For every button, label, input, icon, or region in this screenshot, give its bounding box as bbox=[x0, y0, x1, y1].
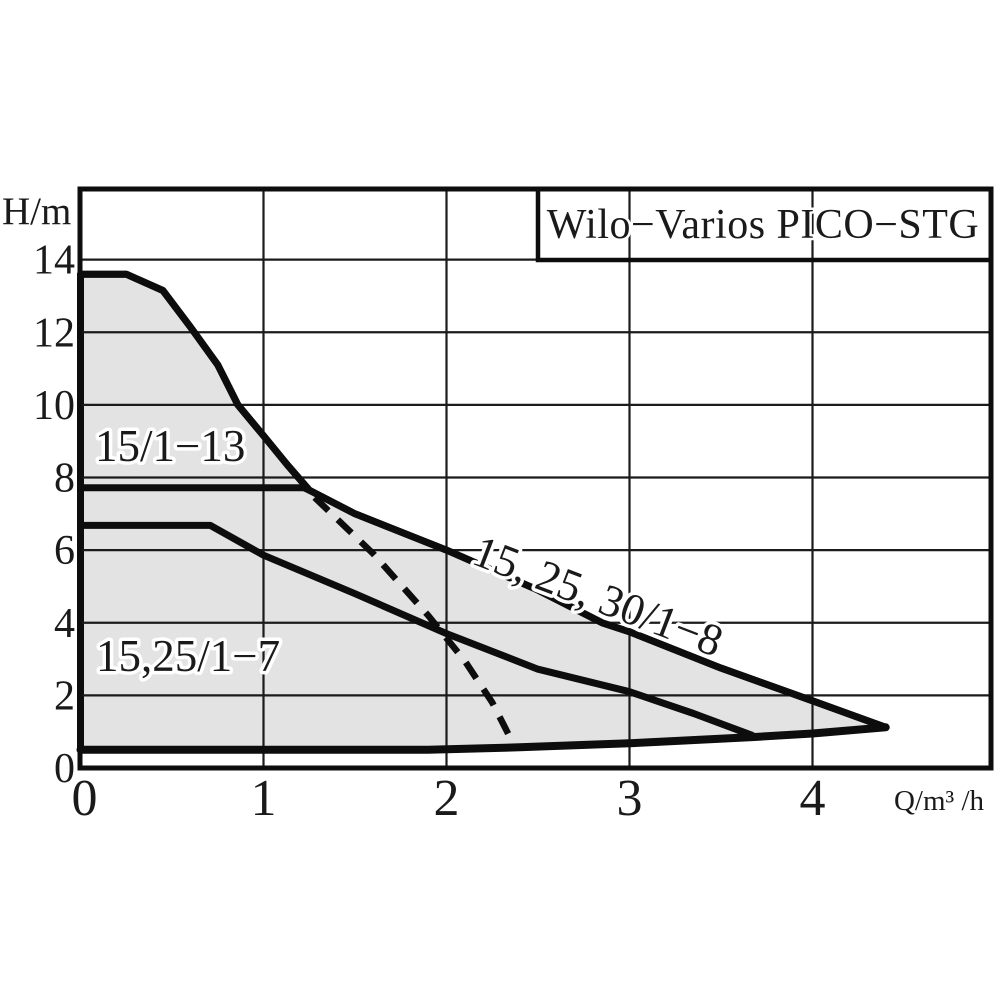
x-tick-label-4: 4 bbox=[800, 770, 826, 827]
curve-label-15-1-13: 15/1−13 bbox=[95, 421, 245, 471]
curve-15-1-13-dashed-continuation bbox=[312, 495, 518, 747]
gridline-layer bbox=[80, 189, 991, 768]
title-box bbox=[535, 186, 994, 263]
curve-15-25-1-7-max-curve bbox=[77, 521, 756, 739]
y-tick-label-2: 2 bbox=[54, 673, 75, 719]
curve-15-25-30-1-8-max-curve bbox=[77, 484, 890, 731]
x-tick-label-3: 3 bbox=[617, 770, 643, 827]
x-tick-label-1: 1 bbox=[251, 770, 277, 827]
y-tick-label-6: 6 bbox=[54, 528, 75, 574]
x-tick-label-0: 0 bbox=[72, 770, 98, 827]
y-tick-label-4: 4 bbox=[54, 601, 75, 647]
curve-layer bbox=[76, 270, 890, 754]
curve-minimum-speed-curve bbox=[76, 723, 890, 754]
curve-15-1-13-max-curve bbox=[77, 270, 313, 494]
y-tick-label-14: 14 bbox=[33, 238, 75, 284]
x-axis-label: Q/m³ /h bbox=[894, 785, 985, 817]
chart-title: Wilo−Varios PICO−STG bbox=[547, 202, 980, 248]
y-axis-label: H/m bbox=[2, 190, 71, 233]
y-tick-label-10: 10 bbox=[33, 383, 75, 429]
curve-label-15-25-1-7: 15,25/1−7 bbox=[96, 631, 280, 681]
y-tick-label-12: 12 bbox=[33, 310, 75, 356]
y-tick-label-8: 8 bbox=[54, 456, 75, 502]
y-tick-label-0: 0 bbox=[54, 746, 75, 792]
x-tick-label-2: 2 bbox=[434, 770, 460, 827]
plot-border bbox=[77, 186, 994, 771]
